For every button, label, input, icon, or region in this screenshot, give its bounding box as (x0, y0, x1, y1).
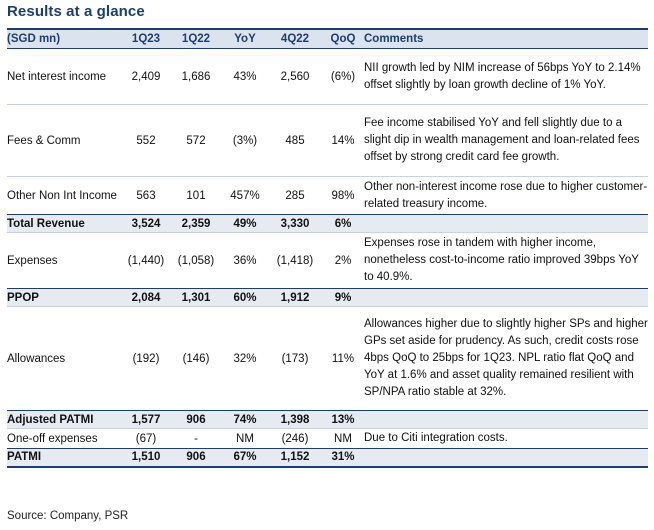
table-row: Total Revenue 3,524 2,359 49% 3,330 6% (7, 214, 648, 233)
value-1q22: 1,301 (170, 288, 222, 307)
header-4q22: 4Q22 (268, 28, 322, 49)
value-1q23: 3,524 (122, 214, 170, 233)
row-comment: NII growth led by NIM increase of 56bps … (364, 61, 641, 91)
value-yoy: 67% (222, 448, 268, 467)
value-yoy: (3%) (232, 134, 258, 147)
value-qoq: 6% (322, 214, 364, 233)
row-label: Expenses (7, 254, 58, 267)
value-yoy: NM (236, 432, 254, 445)
header-qoq: QoQ (322, 28, 364, 49)
table-row: PPOP 2,084 1,301 60% 1,912 9% (7, 288, 648, 307)
table-body: Net interest income 2,409 1,686 43% 2,560 (6%… (7, 49, 648, 467)
value-1q22: 2,359 (170, 214, 222, 233)
row-comment (364, 410, 648, 429)
value-4q22: (173) (281, 352, 309, 365)
value-qoq: 31% (322, 448, 364, 467)
header-1q22: 1Q22 (170, 28, 222, 49)
row-comment: Fee income stabilised YoY and fell sligh… (364, 117, 640, 163)
value-1q22: (146) (182, 352, 210, 365)
header-1q23: 1Q23 (122, 28, 170, 49)
source-note: Source: Company, PSR (7, 510, 129, 522)
row-label: Adjusted PATMI (7, 410, 122, 429)
value-yoy: 74% (222, 410, 268, 429)
table-row: Allowances (192) (146) 32% (173) 11% Allowance… (7, 307, 648, 411)
row-comment (364, 448, 648, 467)
value-4q22: 1,398 (268, 410, 322, 429)
value-4q22: 1,152 (268, 448, 322, 467)
table-row: Other Non Int Income 563 101 457% 285 98% Othe… (7, 177, 648, 215)
value-1q22: 572 (186, 134, 206, 147)
results-table: (SGD mn) 1Q23 1Q22 YoY 4Q22 QoQ Comments… (7, 28, 648, 468)
row-label: Fees & Comm (7, 134, 81, 147)
value-yoy: 43% (233, 70, 257, 83)
value-1q23: 563 (136, 189, 156, 202)
value-yoy: 32% (233, 352, 257, 365)
value-4q22: 3,330 (268, 214, 322, 233)
row-comment: Due to Citi integration costs. (364, 432, 508, 444)
value-qoq: 11% (331, 352, 355, 365)
table-header-row: (SGD mn) 1Q23 1Q22 YoY 4Q22 QoQ Comments (7, 28, 648, 49)
table-row: Net interest income 2,409 1,686 43% 2,560 (6%… (7, 49, 648, 105)
value-1q23: 2,409 (131, 70, 161, 83)
value-1q22: 906 (170, 410, 222, 429)
row-label: Total Revenue (7, 214, 122, 233)
value-1q23: 1,577 (122, 410, 170, 429)
value-yoy: 60% (222, 288, 268, 307)
value-1q22: (1,058) (177, 254, 215, 267)
row-label: Net interest income (7, 70, 107, 83)
table-row: One-off expenses (67) - NM (246) NM Due to Cit… (7, 429, 648, 449)
value-qoq: 13% (322, 410, 364, 429)
value-1q23: 552 (136, 134, 156, 147)
value-4q22: 2,560 (280, 70, 310, 83)
header-comments: Comments (364, 28, 648, 49)
row-label: Other Non Int Income (7, 189, 117, 202)
table-row: PATMI 1,510 906 67% 1,152 31% (7, 448, 648, 467)
row-label: Allowances (7, 352, 66, 365)
value-1q22: 906 (170, 448, 222, 467)
value-qoq: 98% (331, 189, 355, 202)
header-yoy: YoY (222, 28, 268, 49)
row-comment (364, 288, 648, 307)
row-label: PPOP (7, 288, 122, 307)
value-4q22: (1,418) (276, 254, 314, 267)
row-comment: Allowances higher due to slightly higher… (364, 318, 648, 398)
value-4q22: 285 (285, 189, 305, 202)
value-qoq: 9% (322, 288, 364, 307)
row-comment: Other non-interest income rose due to hi… (364, 180, 648, 210)
value-4q22: 485 (285, 134, 305, 147)
value-qoq: 14% (331, 134, 355, 147)
value-4q22: (246) (281, 432, 309, 445)
value-qoq: NM (334, 432, 352, 445)
row-label: PATMI (7, 448, 122, 467)
value-qoq: (6%) (330, 70, 356, 83)
row-comment (364, 214, 648, 233)
value-qoq: 2% (334, 254, 352, 267)
row-comment: Expenses rose in tandem with higher inco… (364, 237, 639, 283)
table-row: Adjusted PATMI 1,577 906 74% 1,398 13% (7, 410, 648, 429)
value-1q23: 2,084 (122, 288, 170, 307)
table-row: Fees & Comm 552 572 (3%) 485 14% Fee income st… (7, 105, 648, 177)
header-unit: (SGD mn) (7, 28, 122, 49)
row-label: One-off expenses (7, 432, 98, 445)
value-yoy: 457% (230, 189, 260, 202)
value-1q23: (192) (132, 352, 160, 365)
value-yoy: 36% (233, 254, 257, 267)
value-1q23: (1,440) (127, 254, 165, 267)
value-1q22: - (194, 432, 198, 445)
value-yoy: 49% (222, 214, 268, 233)
page-title: Results at a glance (7, 3, 145, 20)
table-row: Expenses (1,440) (1,058) 36% (1,418) 2% Expens… (7, 233, 648, 289)
value-1q23: 1,510 (122, 448, 170, 467)
value-4q22: 1,912 (268, 288, 322, 307)
value-1q23: (67) (135, 432, 157, 445)
value-1q22: 1,686 (181, 70, 211, 83)
value-1q22: 101 (186, 189, 206, 202)
